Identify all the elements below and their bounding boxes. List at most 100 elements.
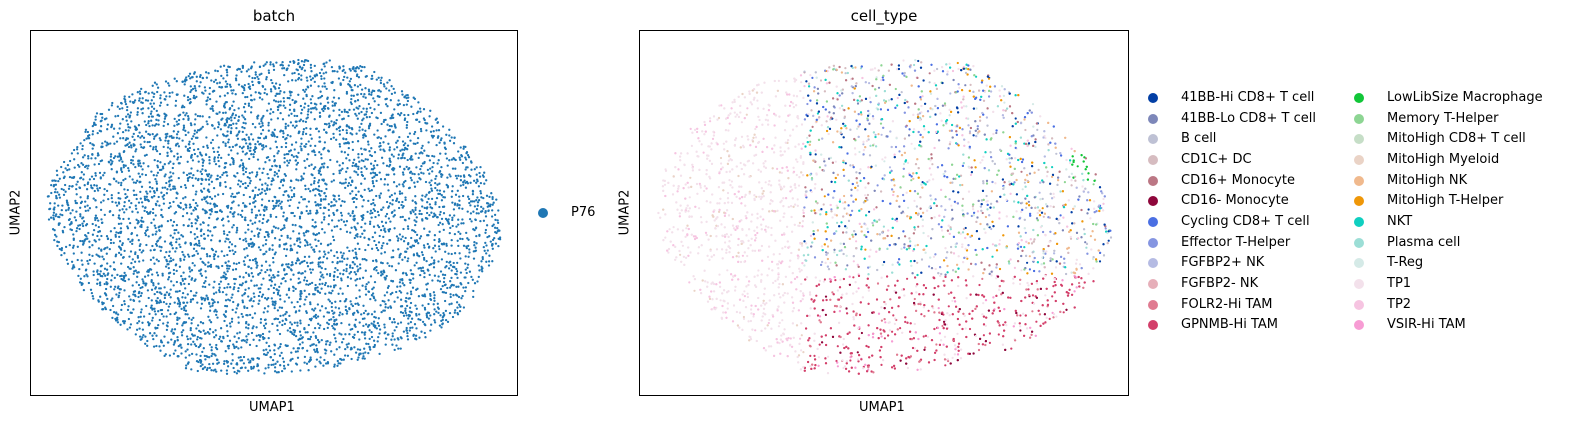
scatter-point bbox=[248, 138, 251, 141]
scatter-point bbox=[247, 369, 250, 372]
scatter-point bbox=[257, 246, 261, 249]
scatter-point bbox=[304, 187, 307, 191]
scatter-point bbox=[212, 150, 216, 154]
scatter-point bbox=[311, 261, 314, 264]
scatter-point bbox=[329, 137, 333, 141]
scatter-point bbox=[230, 156, 234, 160]
scatter-point bbox=[208, 366, 212, 370]
scatter-point bbox=[490, 192, 493, 195]
scatter-point bbox=[372, 345, 375, 349]
scatter-point bbox=[320, 153, 323, 156]
scatter-point bbox=[343, 151, 347, 154]
scatter-point bbox=[219, 176, 222, 179]
scatter-point bbox=[464, 276, 467, 279]
scatter-point bbox=[283, 153, 286, 156]
scatter-point bbox=[276, 117, 280, 120]
scatter-point bbox=[479, 165, 482, 169]
scatter-point bbox=[366, 210, 369, 214]
scatter-point bbox=[459, 237, 462, 240]
scatter-point bbox=[161, 272, 164, 275]
scatter-point bbox=[415, 327, 418, 330]
scatter-point bbox=[325, 273, 329, 276]
scatter-point bbox=[383, 183, 386, 186]
scatter-point bbox=[153, 124, 157, 127]
scatter-point bbox=[336, 275, 339, 279]
scatter-point bbox=[181, 296, 184, 299]
scatter-point bbox=[313, 250, 316, 253]
scatter-point bbox=[360, 167, 363, 170]
scatter-point bbox=[175, 136, 179, 139]
scatter-point bbox=[185, 173, 189, 177]
scatter-point bbox=[194, 89, 198, 92]
scatter-point bbox=[363, 317, 366, 320]
scatter-point bbox=[413, 264, 416, 267]
scatter-point bbox=[461, 218, 464, 221]
scatter-point bbox=[270, 179, 273, 183]
scatter-point bbox=[413, 172, 416, 176]
scatter-point bbox=[53, 233, 57, 237]
scatter-point bbox=[345, 131, 349, 135]
scatter-point bbox=[153, 224, 156, 227]
scatter-point bbox=[304, 298, 307, 301]
scatter-point bbox=[90, 157, 93, 160]
scatter-point bbox=[230, 127, 233, 130]
scatter-point bbox=[300, 112, 303, 115]
scatter-point bbox=[243, 84, 246, 87]
scatter-point bbox=[197, 160, 200, 163]
scatter-point bbox=[418, 336, 421, 339]
scatter-point bbox=[346, 111, 349, 114]
scatter-point bbox=[405, 96, 408, 100]
scatter-point bbox=[126, 113, 130, 116]
scatter-point bbox=[340, 321, 343, 325]
scatter-point bbox=[230, 207, 233, 210]
scatter-point bbox=[190, 222, 193, 225]
scatter-point bbox=[260, 283, 263, 286]
scatter-point bbox=[223, 232, 226, 235]
scatter-point bbox=[300, 67, 303, 71]
scatter-point bbox=[244, 322, 248, 325]
scatter-point bbox=[358, 289, 361, 292]
scatter-point bbox=[313, 80, 316, 84]
scatter-point bbox=[375, 269, 378, 272]
scatter-point bbox=[140, 101, 143, 104]
scatter-point bbox=[374, 243, 378, 247]
scatter-point bbox=[158, 104, 162, 107]
scatter-point bbox=[190, 225, 194, 228]
scatter-point bbox=[109, 241, 113, 245]
scatter-point bbox=[433, 155, 436, 158]
scatter-point bbox=[303, 106, 306, 109]
scatter-point bbox=[253, 147, 257, 151]
scatter-point bbox=[337, 362, 340, 365]
scatter-point bbox=[251, 189, 254, 193]
scatter-point bbox=[96, 234, 99, 238]
scatter-point bbox=[216, 174, 219, 177]
scatter-point bbox=[389, 99, 392, 102]
scatter-point bbox=[71, 267, 74, 270]
scatter-point bbox=[284, 141, 288, 145]
scatter-point bbox=[213, 89, 216, 93]
scatter-point bbox=[189, 243, 193, 246]
scatter-point bbox=[304, 120, 308, 124]
scatter-point bbox=[244, 237, 247, 240]
scatter-point bbox=[249, 238, 253, 241]
scatter-point bbox=[251, 327, 254, 330]
scatter-point bbox=[275, 146, 279, 149]
scatter-point bbox=[438, 189, 442, 192]
scatter-point bbox=[382, 120, 385, 124]
scatter-point bbox=[475, 208, 479, 211]
scatter-point bbox=[153, 248, 156, 251]
scatter-point bbox=[363, 165, 366, 168]
scatter-point bbox=[232, 300, 235, 304]
scatter-point bbox=[99, 159, 102, 163]
scatter-point bbox=[216, 358, 219, 362]
scatter-point bbox=[211, 234, 214, 237]
scatter-point bbox=[202, 187, 206, 190]
scatter-point bbox=[280, 234, 283, 238]
scatter-point bbox=[372, 171, 375, 174]
scatter-point bbox=[206, 96, 210, 99]
scatter-point bbox=[109, 209, 112, 213]
scatter-point bbox=[224, 111, 227, 114]
scatter-point bbox=[351, 249, 354, 252]
scatter-point bbox=[124, 177, 127, 181]
scatter-point bbox=[94, 240, 97, 243]
